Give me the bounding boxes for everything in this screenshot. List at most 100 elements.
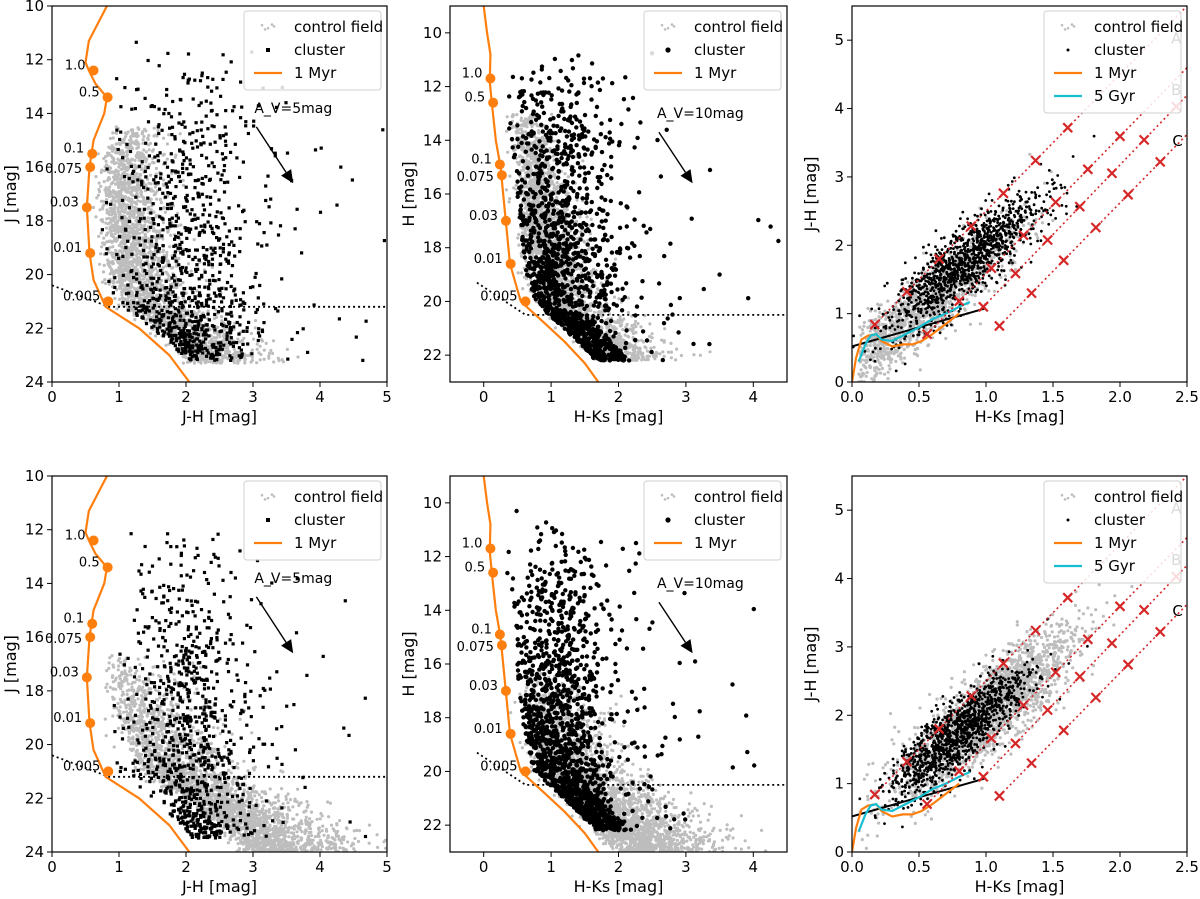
legend-label: control field: [694, 18, 783, 36]
legend-marker-control: [670, 23, 674, 26]
legend-marker-control: [1063, 498, 1067, 501]
legend-marker-control: [263, 498, 267, 501]
completeness-line: [52, 754, 387, 778]
legend-marker-control: [660, 23, 664, 27]
extinction-marker: [1122, 659, 1134, 670]
y-tick-label: 24: [25, 843, 44, 861]
legend-label: 1 Myr: [1094, 534, 1137, 552]
cluster-points: [507, 51, 781, 363]
mass-label: 1.0: [462, 67, 483, 82]
extinction-marker: [1106, 637, 1118, 649]
legend-label: cluster: [294, 511, 346, 529]
x-tick-label: 4: [315, 388, 325, 406]
mass-point: [485, 73, 496, 84]
legend-marker-control: [663, 498, 667, 501]
isochrone-1myr-line: [852, 312, 960, 382]
extinction-marker: [1062, 122, 1074, 133]
legend-label: 1 Myr: [294, 534, 337, 552]
legend-marker-control: [663, 28, 667, 31]
mass-label: 1.0: [65, 58, 86, 73]
mass-point: [500, 215, 511, 226]
mass-point: [81, 672, 92, 683]
y-axis-label: J [mag]: [1, 165, 20, 224]
extinction-marker: [994, 790, 1005, 802]
legend-label: control field: [1094, 488, 1183, 506]
legend-label: cluster: [694, 41, 746, 59]
x-tick-label: 1: [114, 858, 124, 876]
legend-label: cluster: [694, 511, 746, 529]
mass-point: [505, 258, 516, 269]
legend-label: control field: [1094, 18, 1183, 36]
extinction-marker: [901, 286, 913, 298]
legend: control field cluster 1 Myr: [643, 480, 783, 561]
legend-marker-control: [266, 496, 270, 500]
extinction-marker: [921, 798, 933, 810]
mass-label: 0.01: [474, 252, 503, 267]
cluster-points: [505, 508, 757, 833]
legend-label: control field: [694, 488, 783, 506]
legend-marker-control: [266, 26, 270, 30]
x-axis-label: H-Ks [mag]: [975, 877, 1065, 896]
mass-label: 0.5: [464, 561, 485, 576]
legend-label: cluster: [294, 41, 346, 59]
legend-label: 1 Myr: [1094, 64, 1137, 82]
reddening-band-line: [874, 476, 1187, 796]
legend-box: [243, 480, 382, 561]
mass-label: 0.075: [45, 632, 82, 647]
extinction-marker: [869, 319, 881, 330]
extinction-marker: [869, 789, 881, 800]
legend-label: cluster: [1094, 511, 1146, 529]
x-tick-label: 2.5: [1175, 858, 1199, 876]
y-tick-label: 16: [423, 185, 442, 203]
legend-marker-control: [1072, 25, 1076, 28]
y-tick-label: 0: [834, 373, 844, 391]
y-tick-label: 22: [25, 319, 44, 337]
y-tick-label: 0: [834, 843, 844, 861]
y-tick-label: 1: [834, 775, 844, 793]
legend-label: cluster: [1094, 41, 1146, 59]
extinction-marker: [1074, 671, 1086, 682]
y-tick-label: 18: [423, 709, 442, 727]
mass-point: [88, 535, 99, 546]
x-tick-label: 5: [382, 388, 392, 406]
extinction-marker: [933, 723, 945, 735]
mass-label: 0.03: [469, 209, 498, 224]
extinction-marker: [1082, 164, 1094, 175]
mass-label: 0.01: [53, 711, 82, 726]
x-tick-label: 0.0: [840, 858, 864, 876]
mass-label: 0.005: [480, 759, 517, 774]
mass-point: [488, 97, 499, 108]
y-axis-label: J-H [mag]: [801, 156, 820, 232]
y-tick-label: 12: [423, 78, 442, 96]
legend-marker-control: [1066, 26, 1070, 30]
cluster-points: [112, 532, 368, 840]
legend-marker-cluster: [1066, 518, 1070, 522]
extinction-marker: [1138, 604, 1150, 616]
extinction-marker: [1090, 222, 1102, 233]
mass-label: 0.1: [471, 152, 492, 167]
y-tick-label: 14: [423, 131, 442, 149]
x-tick-label: 0: [47, 388, 57, 406]
mass-label: 0.5: [79, 85, 100, 100]
legend-marker-control: [666, 26, 670, 30]
x-tick-label: 2.5: [1175, 388, 1199, 406]
mass-point: [494, 159, 505, 170]
mass-point: [488, 567, 499, 578]
reddening-vector: [255, 126, 287, 173]
extinction-marker: [1106, 167, 1118, 179]
legend-marker-control: [272, 495, 276, 498]
x-tick-label: 2.0: [1108, 858, 1132, 876]
x-tick-label: 0: [479, 388, 489, 406]
x-tick-label: 3: [681, 388, 691, 406]
extinction-marker: [953, 765, 965, 777]
y-tick-label: 3: [834, 168, 844, 186]
mass-label: 0.01: [53, 241, 82, 256]
legend-box: [643, 480, 782, 561]
y-tick-label: 3: [834, 638, 844, 656]
extinction-marker: [1030, 155, 1041, 166]
y-axis-label: J [mag]: [1, 635, 20, 694]
